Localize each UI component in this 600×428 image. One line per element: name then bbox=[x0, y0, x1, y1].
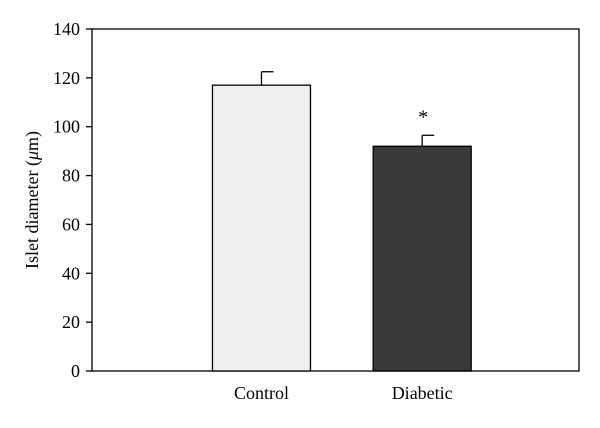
y-tick-label: 0 bbox=[71, 361, 80, 381]
y-axis: 0 20 40 60 80 100 120 140 bbox=[53, 19, 92, 381]
y-axis-title: Islet diameter (μm) bbox=[22, 131, 43, 269]
error-bars bbox=[260, 71, 435, 147]
y-tick-label: 100 bbox=[53, 117, 80, 137]
y-tick-label: 40 bbox=[62, 263, 80, 283]
bar-diabetic bbox=[372, 145, 472, 372]
x-tick-label: Diabetic bbox=[392, 383, 453, 403]
y-tick-label: 140 bbox=[53, 19, 80, 39]
x-axis: Control Diabetic bbox=[234, 383, 453, 403]
annotations: * bbox=[418, 106, 428, 128]
bars bbox=[211, 84, 472, 372]
y-tick-label: 80 bbox=[62, 166, 80, 186]
bar-control bbox=[211, 84, 312, 372]
y-tick-label: 60 bbox=[62, 214, 80, 234]
plot-frame bbox=[91, 28, 580, 372]
y-tick-label: 20 bbox=[62, 312, 80, 332]
x-tick-label: Control bbox=[234, 383, 289, 403]
significance-marker: * bbox=[418, 106, 428, 128]
y-tick-label: 120 bbox=[53, 68, 80, 88]
